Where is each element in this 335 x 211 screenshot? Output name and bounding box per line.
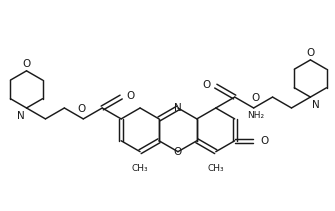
- Text: CH₃: CH₃: [207, 164, 224, 173]
- Text: O: O: [77, 104, 85, 114]
- Text: CH₃: CH₃: [132, 164, 148, 173]
- Text: N: N: [17, 111, 24, 121]
- Text: N: N: [313, 100, 320, 110]
- Text: O: O: [261, 136, 269, 146]
- Text: O: O: [22, 59, 30, 69]
- Text: N: N: [174, 103, 182, 113]
- Text: O: O: [126, 91, 134, 101]
- Text: O: O: [174, 147, 182, 157]
- Text: O: O: [306, 48, 315, 58]
- Text: O: O: [252, 93, 260, 103]
- Text: NH₂: NH₂: [247, 111, 264, 120]
- Text: O: O: [203, 80, 211, 90]
